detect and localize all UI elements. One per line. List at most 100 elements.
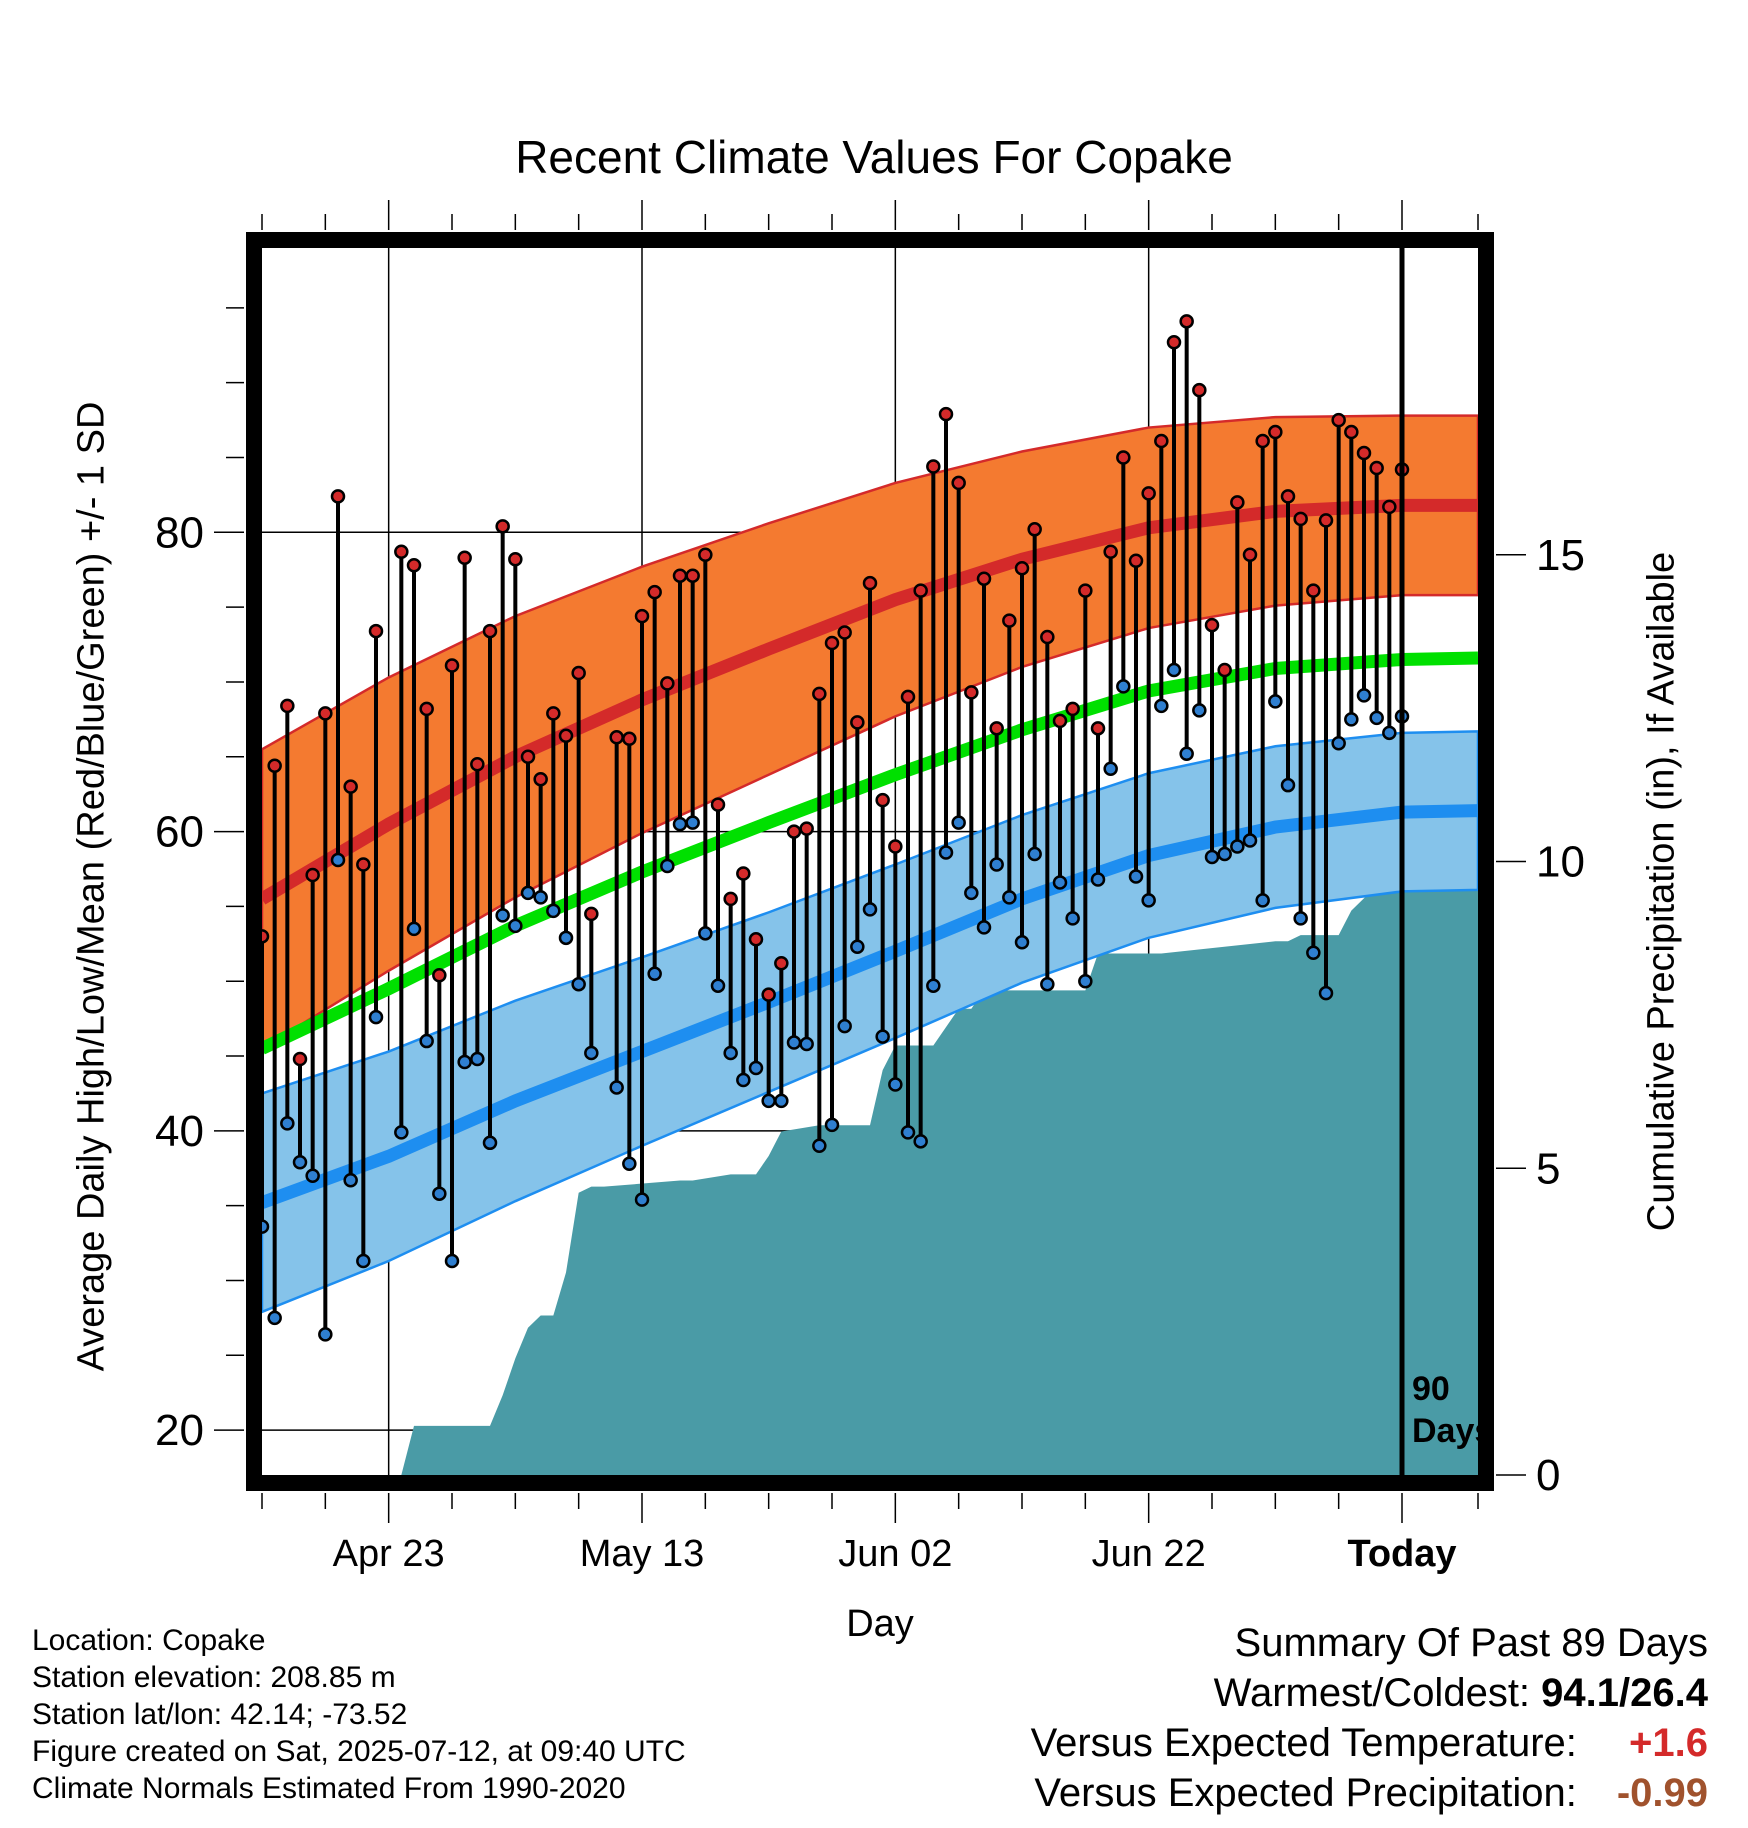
x-axis-label: Day [846, 1603, 914, 1645]
daily-low-point [368, 1009, 384, 1025]
daily-low-point [343, 1172, 358, 1188]
daily-high-point [622, 731, 637, 747]
axes: 20 40 60 80 0 5 10 15 Apr 23 May 13 Jun 02 Jun 22 To… [155, 200, 1585, 1575]
daily-low-point [1014, 935, 1030, 950]
daily-high-point [964, 685, 979, 700]
daily-high-point [1166, 335, 1182, 350]
daily-low-point [824, 1117, 840, 1133]
daily-low-point [1027, 846, 1042, 862]
warm-cold-label: Warmest/Coldest: [1213, 1671, 1531, 1715]
daily-low-point [964, 885, 979, 901]
daily-high-point [1242, 547, 1258, 562]
daily-high-point [1128, 553, 1144, 568]
daily-low-point [1154, 698, 1169, 714]
daily-low-point [280, 1116, 295, 1131]
daily-high-point [280, 698, 295, 714]
summary-warm-cold: Warmest/Coldest: 94.1/26.4 [1031, 1668, 1708, 1718]
daily-low-point [558, 930, 574, 946]
daily-high-point [862, 575, 878, 591]
daily-high-point [1027, 522, 1042, 537]
daily-low-point [1078, 973, 1093, 989]
daily-high-point [698, 547, 713, 562]
daily-high-point [812, 686, 827, 702]
left-axis-label: Average Daily High/Low/Mean (Red/Blue/Gr… [70, 401, 113, 1372]
daily-high-point [1141, 486, 1156, 501]
daily-high-point [1344, 424, 1359, 440]
summary-prcp: Versus Expected Precipitation: -0.99 [1031, 1768, 1708, 1818]
daily-low-point [470, 1051, 485, 1067]
right-axis-label: Cumulative Precipitation (in), If Availa… [1640, 551, 1683, 1232]
daily-high-point [584, 906, 599, 922]
daily-low-point [812, 1138, 827, 1154]
elevation-text: Station elevation: 208.85 m [32, 1661, 396, 1694]
daily-high-point [888, 839, 903, 854]
daily-high-point [1090, 721, 1106, 736]
daily-low-point [1331, 736, 1346, 751]
daily-low-point [419, 1033, 434, 1049]
daily-high-point [1331, 412, 1346, 428]
daily-high-point [1217, 662, 1232, 678]
daily-low-point [1217, 846, 1232, 862]
daily-high-point [634, 608, 650, 624]
daily-low-point [1242, 833, 1258, 848]
daily-low-point [660, 858, 675, 874]
daily-high-point [1255, 433, 1270, 449]
daily-high-point [710, 797, 726, 812]
daily-low-point [672, 816, 688, 832]
temp-value: +1.6 [1629, 1721, 1708, 1765]
daily-high-point [761, 987, 776, 1002]
daily-high-point [1192, 382, 1207, 398]
daily-high-point [1230, 495, 1245, 510]
daily-high-point [660, 676, 675, 691]
daily-high-point [356, 857, 371, 872]
daily-high-point [330, 489, 346, 504]
daily-high-point [419, 701, 434, 717]
daily-low-point [774, 1093, 789, 1109]
daily-low-point [989, 857, 1004, 872]
x-tick-label: Jun 22 [1092, 1533, 1206, 1575]
daily-low-point [1268, 694, 1283, 709]
daily-high-point [685, 568, 700, 583]
daily-high-point [938, 406, 954, 422]
x-tick-label: May 13 [580, 1533, 705, 1575]
daily-low-point [1255, 893, 1270, 908]
daily-high-point [1078, 583, 1093, 598]
daily-high-point [647, 584, 662, 600]
station-info: Location: Copake Station elevation: 208.… [32, 1622, 686, 1807]
days-label-text: Days [1412, 1412, 1493, 1450]
daily-low-point [1293, 911, 1308, 926]
summary-heading: Summary Of Past 89 Days [1234, 1621, 1708, 1665]
daily-low-point [786, 1035, 802, 1050]
daily-high-point [1306, 583, 1321, 598]
daily-high-point [508, 551, 523, 567]
daily-low-point [495, 908, 510, 923]
daily-high-point [672, 568, 688, 583]
daily-low-point [1356, 688, 1372, 703]
daily-high-point [262, 929, 270, 944]
plot-frame [246, 232, 1494, 1491]
daily-low-point [292, 1155, 308, 1170]
daily-low-point [1204, 849, 1220, 865]
daily-low-point [432, 1186, 447, 1201]
daily-high-point [457, 550, 472, 565]
daily-low-point [520, 885, 536, 901]
daily-high-point [1154, 433, 1169, 449]
daily-high-point [1103, 544, 1118, 560]
prcp-value: -0.99 [1616, 1771, 1708, 1815]
precip-area [262, 886, 1478, 1475]
daily-high-point [786, 824, 802, 839]
daily-high-point [609, 730, 624, 745]
daily-low-point [1103, 761, 1118, 776]
daily-low-point [900, 1125, 916, 1140]
daily-low-point [267, 1310, 282, 1326]
daily-low-point [1318, 985, 1334, 1001]
daily-low-point [1280, 777, 1296, 793]
daily-high-point [343, 779, 358, 794]
latlon-text: Station lat/lon: 42.14; -73.52 [32, 1698, 408, 1731]
created-text: Figure created on Sat, 2025-07-12, at 09… [32, 1735, 686, 1768]
daily-low-point [394, 1125, 409, 1140]
daily-low-point [748, 1060, 764, 1076]
daily-high-point [723, 891, 738, 907]
daily-high-point [1014, 560, 1030, 576]
daily-high-point [546, 706, 561, 721]
